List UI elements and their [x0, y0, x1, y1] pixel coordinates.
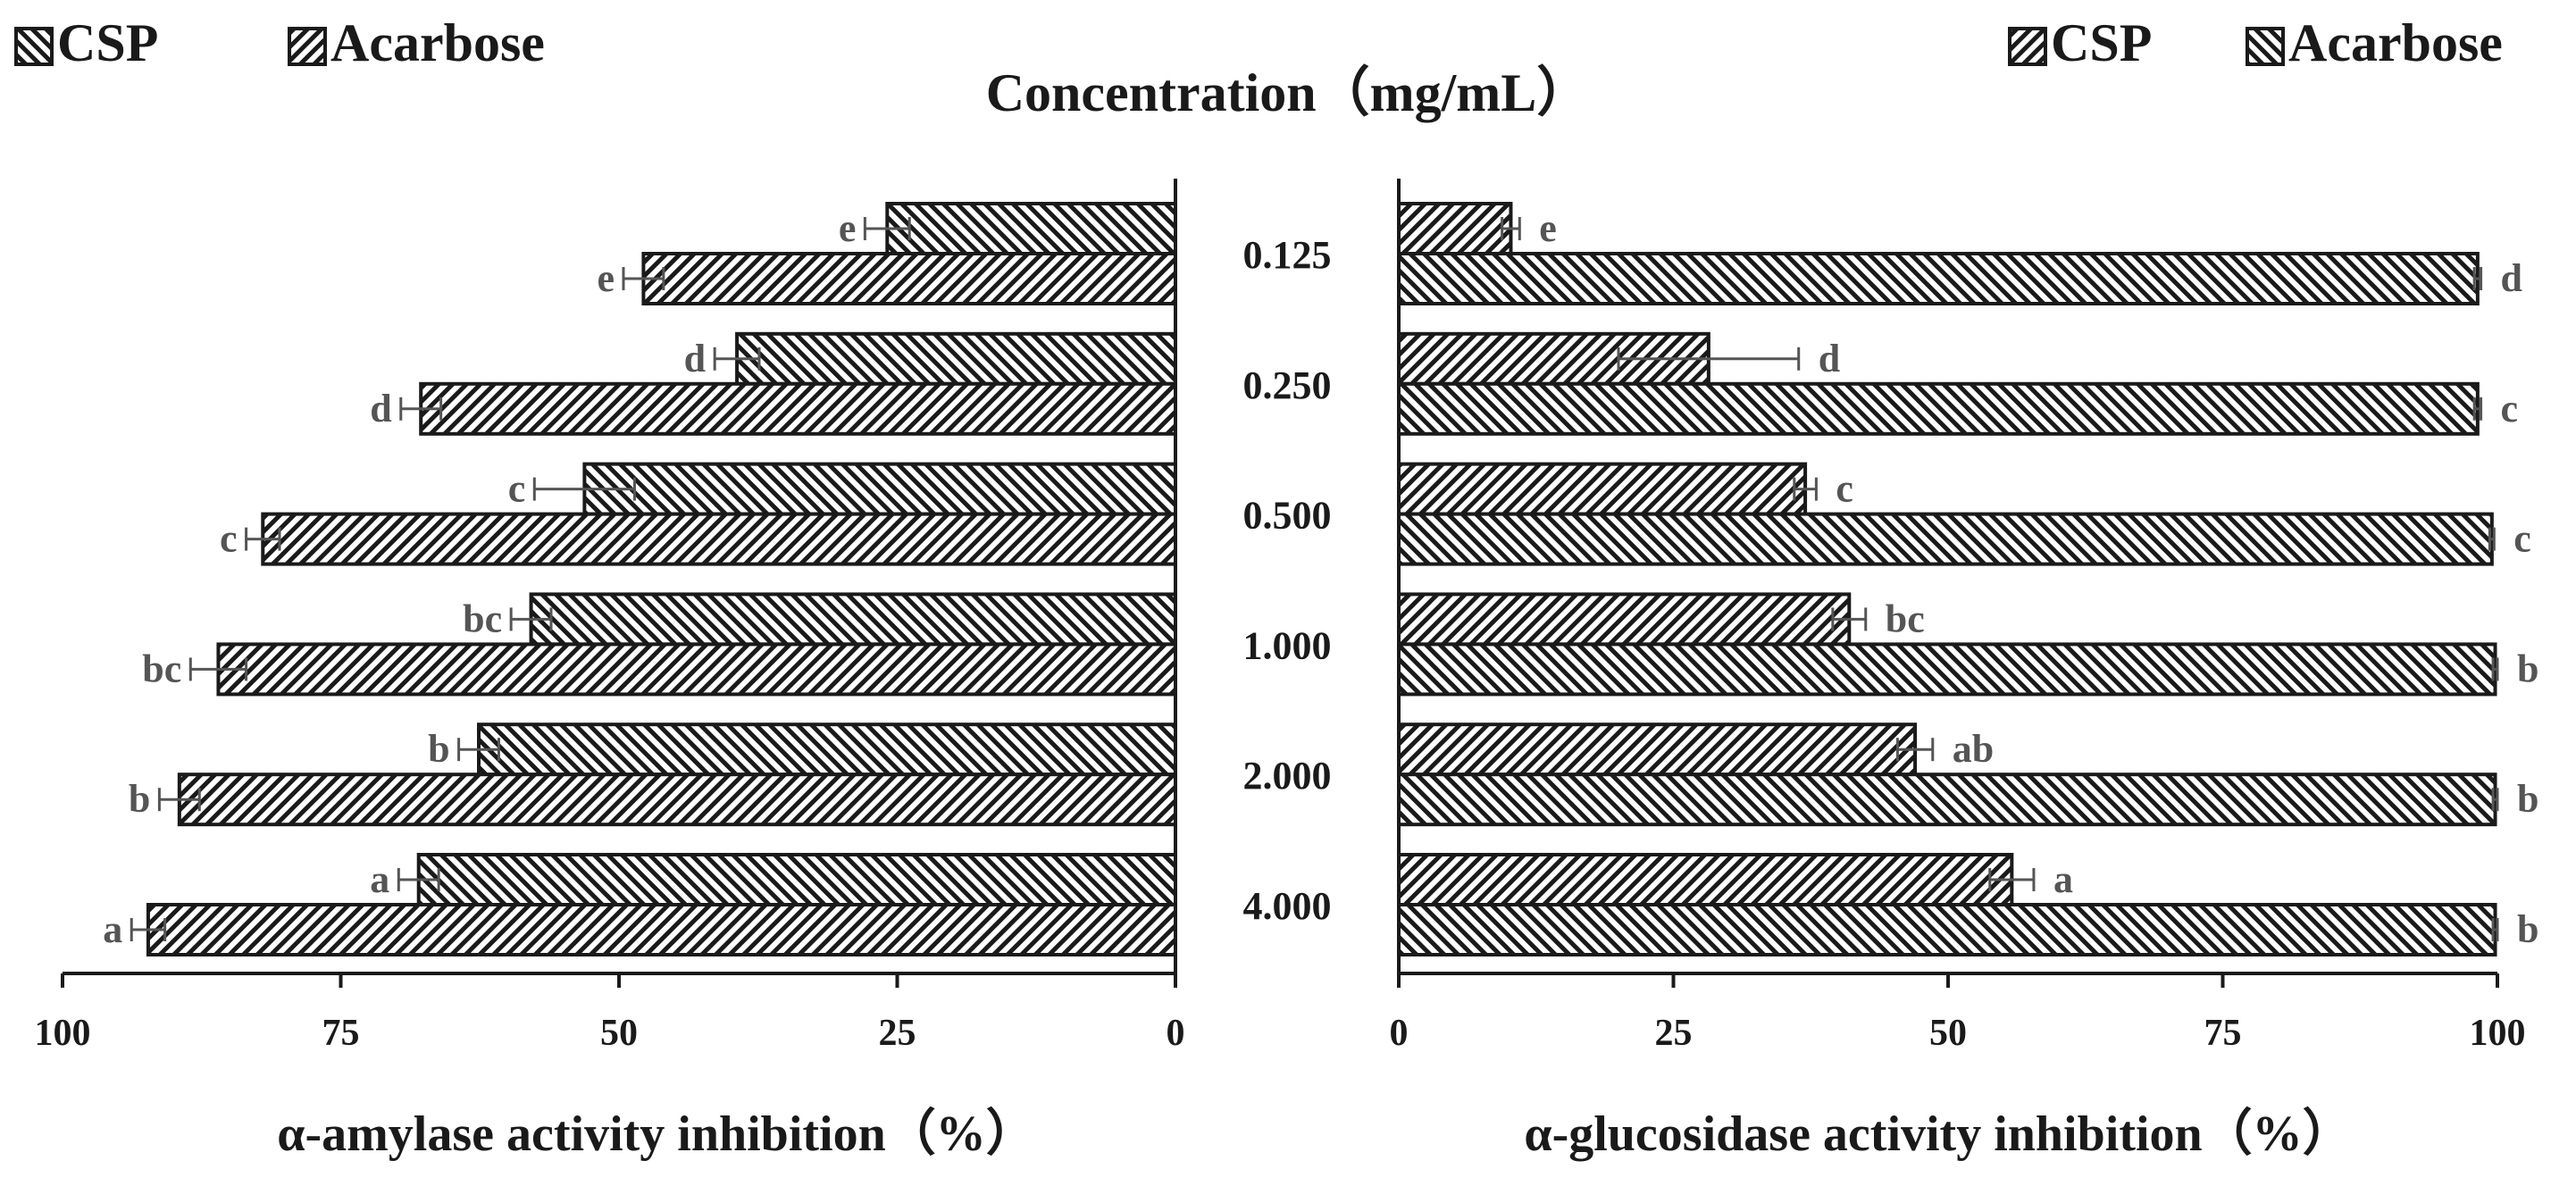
bar-alpha-amylase-acarbose-1.000 — [216, 642, 1178, 697]
sig-letter-alpha-glucosidase-acarbose-0.125: d — [2501, 256, 2522, 300]
legend-right-swatch-2 — [2246, 27, 2285, 66]
sig-letter-alpha-glucosidase-csp-0.250: d — [1819, 337, 1840, 380]
legend-left-swatch-2 — [288, 27, 327, 66]
sig-letter-alpha-amylase-csp-0.125: e — [839, 206, 857, 250]
x-tick-label-alpha-glucosidase-25: 25 — [1655, 1013, 1693, 1054]
labels-layer: e d c bc b a e d c bc b a e d c bc ab a d c c b b b 0.125 0.250 0.… — [103, 206, 2538, 951]
sig-letter-alpha-amylase-csp-1.000: bc — [463, 597, 502, 640]
bar-alpha-glucosidase-csp-0.125 — [1397, 202, 1513, 255]
bar-alpha-amylase-csp-0.125 — [885, 202, 1177, 255]
bar-alpha-amylase-csp-0.500 — [582, 462, 1177, 516]
category-label-1.000: 1.000 — [1243, 623, 1332, 667]
sig-letter-alpha-glucosidase-csp-0.500: c — [1836, 467, 1853, 511]
bar-alpha-glucosidase-csp-4.000 — [1397, 853, 2014, 906]
legend-right: CSP Acarbose — [2008, 13, 2503, 72]
bar-alpha-amylase-acarbose-0.500 — [261, 512, 1177, 566]
bar-alpha-glucosidase-acarbose-0.500 — [1397, 512, 2494, 566]
legend-left-label-1: CSP — [57, 13, 158, 72]
bar-alpha-glucosidase-csp-0.500 — [1397, 462, 1808, 516]
sig-letter-alpha-amylase-csp-0.500: c — [508, 467, 526, 511]
bar-alpha-glucosidase-csp-1.000 — [1397, 592, 1852, 647]
legend-right-swatch-1 — [2008, 27, 2047, 66]
x-tick-label-alpha-amylase-25: 25 — [879, 1013, 916, 1054]
bar-alpha-amylase-acarbose-0.250 — [419, 381, 1178, 436]
sig-letter-alpha-glucosidase-csp-0.125: e — [1539, 206, 1557, 250]
bar-alpha-amylase-acarbose-4.000 — [146, 903, 1177, 956]
bar-alpha-glucosidase-csp-2.000 — [1397, 722, 1918, 777]
bar-alpha-amylase-csp-1.000 — [529, 592, 1177, 647]
x-tick-label-alpha-glucosidase-50: 50 — [1929, 1013, 1967, 1054]
legend-right-label-2: Acarbose — [2288, 13, 2503, 72]
sig-letter-alpha-glucosidase-acarbose-1.000: b — [2517, 647, 2538, 690]
bar-alpha-glucosidase-acarbose-4.000 — [1397, 903, 2497, 956]
bar-alpha-amylase-acarbose-2.000 — [177, 773, 1178, 827]
sig-letter-alpha-glucosidase-acarbose-0.500: c — [2513, 517, 2531, 561]
bars-layer — [146, 202, 2497, 956]
axes-layer: 0 25 50 75 100 0 25 50 75 100 — [35, 179, 2526, 1054]
sig-letter-alpha-glucosidase-csp-1.000: bc — [1886, 597, 1925, 640]
category-label-0.125: 0.125 — [1243, 233, 1332, 277]
category-label-0.250: 0.250 — [1243, 363, 1332, 407]
bar-alpha-amylase-csp-4.000 — [416, 853, 1178, 906]
bar-alpha-glucosidase-acarbose-0.125 — [1397, 252, 2480, 305]
legend-left-swatch-1 — [14, 27, 54, 66]
sig-letter-alpha-glucosidase-acarbose-2.000: b — [2517, 777, 2538, 821]
category-label-4.000: 4.000 — [1243, 884, 1332, 928]
sig-letter-alpha-glucosidase-csp-4.000: a — [2053, 857, 2073, 901]
sig-letter-alpha-glucosidase-csp-2.000: ab — [1953, 727, 1994, 771]
x-tick-label-alpha-glucosidase-100: 100 — [2470, 1013, 2526, 1054]
sig-letter-alpha-amylase-acarbose-1.000: bc — [142, 647, 181, 690]
sig-letter-alpha-glucosidase-acarbose-4.000: b — [2517, 907, 2538, 951]
bar-alpha-glucosidase-acarbose-1.000 — [1397, 642, 2497, 697]
bar-alpha-amylase-acarbose-0.125 — [641, 252, 1177, 305]
x-tick-label-alpha-glucosidase-0: 0 — [1390, 1013, 1409, 1054]
sig-letter-alpha-glucosidase-acarbose-0.250: c — [2501, 387, 2519, 430]
bar-alpha-amylase-csp-0.250 — [735, 331, 1177, 386]
category-label-2.000: 2.000 — [1243, 754, 1332, 798]
bar-alpha-amylase-csp-2.000 — [477, 722, 1177, 777]
x-tick-label-alpha-amylase-75: 75 — [322, 1013, 360, 1054]
x-tick-label-alpha-glucosidase-75: 75 — [2204, 1013, 2242, 1054]
right-axis-title: α-glucosidase activity inhibition（%） — [1524, 1106, 2352, 1162]
category-label-0.500: 0.500 — [1243, 494, 1332, 538]
bar-alpha-glucosidase-acarbose-2.000 — [1397, 773, 2497, 827]
sig-letter-alpha-amylase-csp-4.000: a — [370, 857, 389, 901]
sig-letter-alpha-amylase-acarbose-4.000: a — [103, 907, 122, 951]
sig-letter-alpha-amylase-acarbose-0.250: d — [370, 387, 391, 430]
legend-left: CSP Acarbose — [14, 13, 545, 72]
left-axis-title: α-amylase activity inhibition（%） — [277, 1106, 1036, 1162]
x-tick-label-alpha-amylase-100: 100 — [35, 1013, 91, 1054]
x-tick-label-alpha-amylase-0: 0 — [1167, 1013, 1185, 1054]
sig-letter-alpha-amylase-csp-2.000: b — [428, 727, 449, 771]
sig-letter-alpha-amylase-csp-0.250: d — [684, 337, 706, 380]
sig-letter-alpha-amylase-acarbose-0.125: e — [597, 256, 615, 300]
sig-letter-alpha-amylase-acarbose-2.000: b — [129, 777, 150, 821]
bar-alpha-glucosidase-acarbose-0.250 — [1397, 381, 2480, 436]
x-tick-label-alpha-amylase-50: 50 — [600, 1013, 638, 1054]
sig-letter-alpha-amylase-acarbose-0.500: c — [220, 517, 238, 561]
legend-right-label-1: CSP — [2051, 13, 2152, 72]
chart-title: Concentration（mg/mL） — [986, 63, 1591, 122]
legend-left-label-2: Acarbose — [330, 13, 545, 72]
